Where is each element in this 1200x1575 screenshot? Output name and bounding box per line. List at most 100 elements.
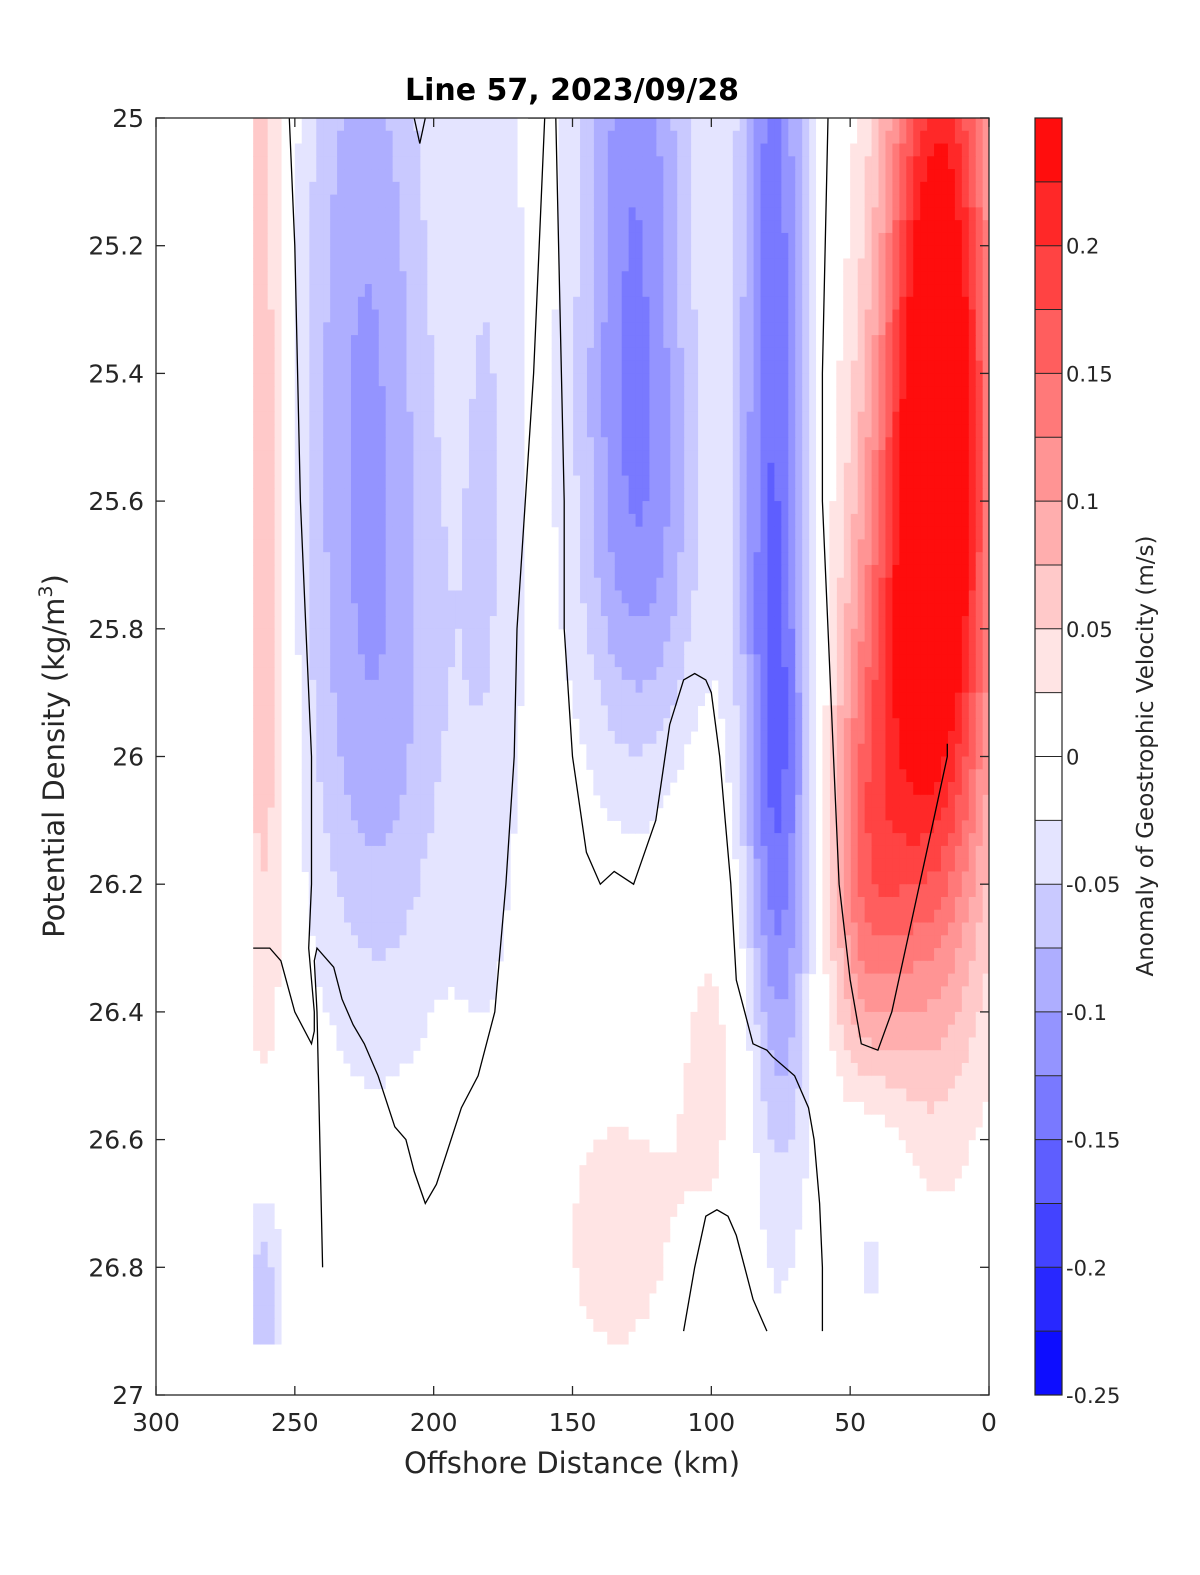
- field-cell: [454, 169, 463, 183]
- field-cell: [919, 616, 928, 630]
- field-cell: [766, 360, 775, 374]
- field-cell: [607, 564, 615, 579]
- field-cell: [954, 871, 962, 885]
- field-cell: [801, 347, 810, 362]
- field-cell: [884, 935, 893, 949]
- field-cell: [822, 820, 830, 834]
- field-cell: [926, 488, 935, 502]
- field-cell: [857, 909, 865, 924]
- field-cell: [864, 1241, 872, 1256]
- field-cell: [759, 360, 768, 374]
- field-cell: [655, 156, 664, 170]
- field-cell: [711, 1101, 719, 1115]
- field-cell: [877, 654, 886, 668]
- field-cell: [662, 437, 671, 451]
- field-cell: [926, 999, 935, 1013]
- field-cell: [766, 794, 775, 809]
- field-cell: [947, 845, 955, 860]
- field-cell: [773, 552, 782, 566]
- field-cell: [621, 118, 629, 132]
- field-cell: [926, 616, 935, 630]
- field-cell: [926, 935, 935, 949]
- field-cell: [607, 271, 615, 285]
- field-cell: [572, 220, 581, 234]
- field-cell: [725, 194, 733, 208]
- field-cell: [933, 1075, 942, 1090]
- field-cell: [732, 437, 740, 451]
- field-cell: [489, 743, 497, 758]
- field-cell: [510, 258, 518, 272]
- field-cell: [468, 347, 476, 362]
- field-cell: [780, 845, 789, 860]
- field-cell: [628, 245, 636, 260]
- field-cell: [697, 1062, 705, 1077]
- field-cell: [496, 692, 504, 707]
- field-cell: [891, 782, 900, 796]
- field-cell: [877, 1037, 886, 1051]
- field-cell: [662, 322, 671, 336]
- field-cell: [628, 782, 636, 796]
- field-cell: [565, 284, 574, 298]
- field-cell: [690, 1024, 699, 1039]
- field-cell: [725, 322, 733, 336]
- field-cell: [669, 296, 678, 311]
- field-cell: [919, 386, 928, 400]
- field-cell: [503, 590, 511, 604]
- field-cell: [662, 462, 671, 477]
- field-cell: [801, 909, 810, 924]
- field-cell: [905, 820, 914, 834]
- field-cell: [919, 986, 928, 1000]
- field-cell: [510, 488, 518, 502]
- field-cell: [739, 756, 747, 770]
- field-cell: [877, 437, 886, 451]
- field-cell: [954, 820, 962, 834]
- field-cell: [982, 1062, 989, 1077]
- field-cell: [565, 194, 574, 208]
- field-cell: [898, 118, 907, 132]
- field-cell: [975, 1062, 983, 1077]
- field-cell: [614, 296, 622, 311]
- field-cell: [787, 858, 796, 873]
- field-cell: [968, 782, 976, 796]
- field-cell: [766, 207, 775, 221]
- field-cell: [857, 667, 865, 681]
- field-cell: [773, 833, 782, 847]
- field-cell: [780, 1088, 789, 1102]
- field-cell: [884, 552, 893, 566]
- field-cell: [766, 654, 775, 668]
- field-cell: [947, 207, 955, 221]
- field-cell: [669, 373, 678, 387]
- field-cell: [454, 616, 463, 630]
- field-cell: [773, 360, 782, 374]
- field-cell: [690, 398, 699, 413]
- field-cell: [836, 373, 844, 387]
- field-cell: [982, 169, 989, 183]
- field-cell: [454, 284, 463, 298]
- field-cell: [961, 1050, 969, 1064]
- field-cell: [510, 181, 518, 196]
- field-cell: [447, 207, 456, 221]
- field-cell: [669, 577, 678, 592]
- field-cell: [586, 1203, 594, 1217]
- field-cell: [968, 756, 976, 770]
- field-cell: [926, 130, 935, 145]
- field-cell: [489, 960, 497, 975]
- field-cell: [905, 756, 914, 770]
- field-cell: [884, 398, 893, 413]
- field-cell: [669, 1165, 678, 1179]
- field-cell: [870, 207, 879, 221]
- field-cell: [773, 335, 782, 349]
- field-cell: [496, 398, 504, 413]
- field-cell: [641, 526, 650, 541]
- field-cell: [850, 271, 858, 285]
- field-cell: [968, 794, 976, 809]
- field-cell: [808, 756, 817, 770]
- field-cell: [579, 220, 587, 234]
- field-cell: [759, 705, 768, 719]
- field-cell: [787, 845, 796, 860]
- field-cell: [739, 743, 747, 758]
- field-cell: [787, 705, 796, 719]
- field-cell: [683, 220, 692, 234]
- field-cell: [808, 871, 817, 885]
- field-cell: [801, 667, 810, 681]
